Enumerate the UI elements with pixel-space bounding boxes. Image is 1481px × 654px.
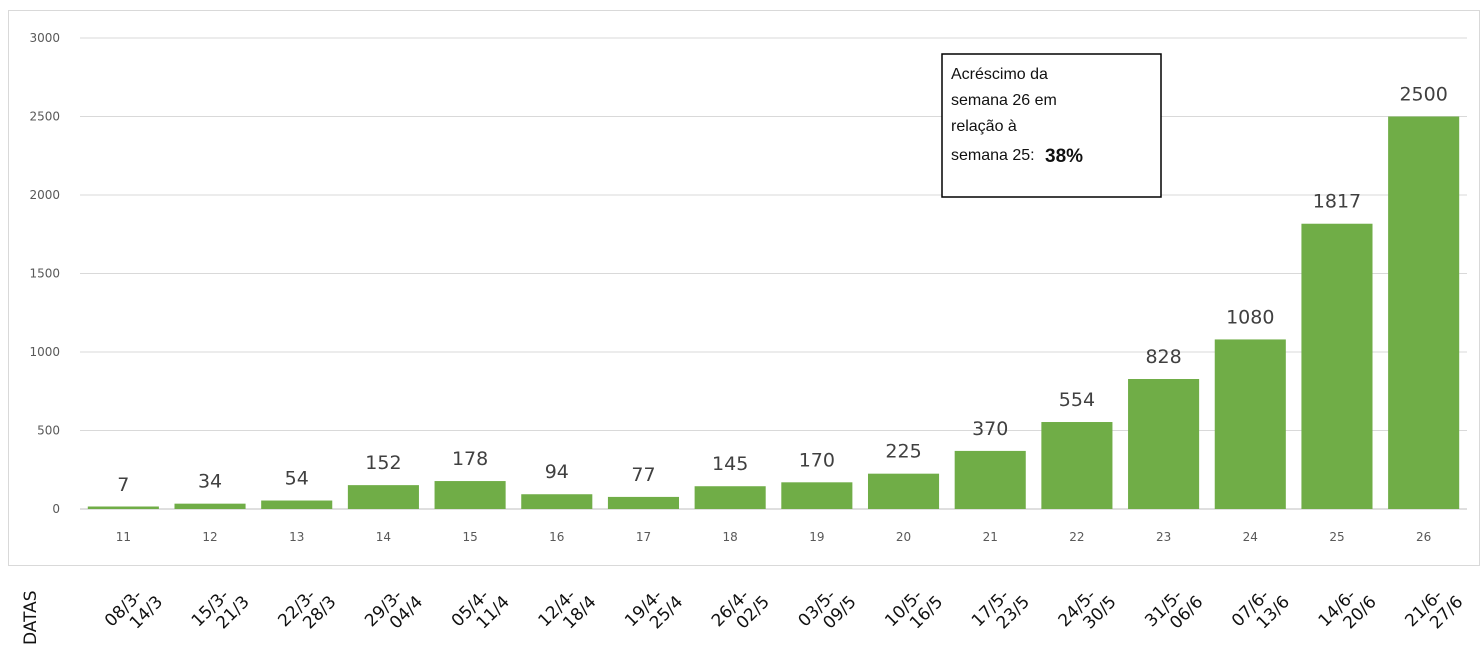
x-tick-label: 22 — [1069, 530, 1084, 544]
value-label: 170 — [799, 449, 835, 471]
x-tick-label: 15 — [462, 530, 477, 544]
value-label: 7 — [117, 474, 129, 496]
x-tick-label: 11 — [116, 530, 131, 544]
value-label: 225 — [885, 441, 921, 463]
date-label: 31/5-06/6 — [1141, 586, 1207, 634]
x-axis-ticks: 11 12 13 14 15 16 17 18 19 20 21 22 23 24 25 26 — [116, 530, 1432, 544]
bar — [1041, 422, 1113, 509]
date-label: 10/5-16/5 — [881, 586, 947, 634]
value-labels: 7 34 54 152 178 94 77 145 170 225 370 554 828 1080 181… — [117, 84, 1448, 497]
x-tick-label: 14 — [376, 530, 391, 544]
x-tick-label: 12 — [202, 530, 217, 544]
y-tick-label: 500 — [37, 424, 60, 438]
value-label: 828 — [1145, 346, 1181, 368]
annotation-box: Acréscimo da semana 26 em relação à sema… — [941, 53, 1162, 198]
date-label: 24/5-30/5 — [1055, 586, 1121, 634]
date-label: 26/4-02/5 — [708, 586, 774, 634]
date-label: 21/6-27/6 — [1401, 586, 1467, 634]
bar — [954, 450, 1026, 509]
y-axis-ticks: 0 500 1000 1500 2000 2500 3000 — [29, 31, 60, 516]
bar — [867, 473, 940, 509]
bar — [1301, 223, 1373, 509]
bar — [694, 486, 766, 509]
date-label: 05/4-11/4 — [448, 586, 514, 634]
date-label: 03/5-09/5 — [795, 586, 861, 634]
x-tick-label: 16 — [549, 530, 564, 544]
value-label: 34 — [198, 471, 222, 493]
value-label: 2500 — [1399, 84, 1447, 106]
x-tick-label: 26 — [1416, 530, 1431, 544]
annotation-value: 38% — [1045, 146, 1083, 167]
bar — [261, 500, 333, 509]
date-label: 07/6-13/6 — [1228, 586, 1294, 634]
bars — [87, 116, 1460, 509]
x-tick-label: 18 — [723, 530, 738, 544]
date-label: 08/3-14/3 — [101, 586, 167, 634]
value-label: 77 — [631, 464, 655, 486]
x-tick-label: 17 — [636, 530, 651, 544]
date-label: 12/4-18/4 — [535, 586, 601, 634]
annotation-line-2: semana 26 em — [951, 92, 1057, 109]
bar — [434, 481, 506, 509]
chart-frame — [8, 10, 1480, 566]
bar — [1214, 339, 1286, 509]
y-tick-label: 2500 — [29, 110, 60, 124]
annotation-line-4: semana 25: — [951, 147, 1035, 164]
bar — [347, 485, 419, 509]
value-label: 145 — [712, 453, 748, 475]
x-tick-label: 24 — [1243, 530, 1258, 544]
value-label: 370 — [972, 418, 1008, 440]
x-axis-title: DATAS — [21, 590, 41, 645]
value-label: 1080 — [1226, 306, 1274, 328]
date-label: 14/6-20/6 — [1315, 586, 1381, 634]
bar — [781, 482, 853, 509]
y-tick-label: 2000 — [29, 188, 60, 202]
date-label: 29/3-04/4 — [361, 586, 427, 634]
y-tick-label: 3000 — [29, 31, 60, 45]
date-label: 22/3-28/3 — [274, 586, 340, 634]
annotation-line-3: relação à — [951, 118, 1017, 135]
date-labels: 08/3-14/3 15/3-21/3 22/3-28/3 29/3-04/4 05/4… — [101, 586, 1467, 634]
x-tick-label: 21 — [983, 530, 998, 544]
y-tick-label: 1500 — [29, 267, 60, 281]
x-tick-label: 25 — [1329, 530, 1344, 544]
annotation-line-1: Acréscimo da — [951, 66, 1048, 83]
bar — [174, 503, 246, 509]
value-label: 178 — [452, 448, 488, 470]
value-label: 1817 — [1313, 191, 1361, 213]
x-tick-label: 13 — [289, 530, 304, 544]
x-tick-label: 20 — [896, 530, 911, 544]
value-label: 54 — [285, 468, 309, 490]
x-tick-label: 19 — [809, 530, 824, 544]
date-label: 19/4-25/4 — [621, 586, 687, 634]
bar — [1128, 379, 1200, 509]
value-label: 554 — [1059, 389, 1095, 411]
value-label: 94 — [545, 461, 569, 483]
bar — [1388, 116, 1460, 509]
bar — [607, 496, 680, 509]
x-tick-label: 23 — [1156, 530, 1171, 544]
date-label: 17/5-23/5 — [968, 586, 1034, 634]
bar — [87, 506, 159, 509]
value-label: 152 — [365, 452, 401, 474]
y-tick-label: 1000 — [29, 345, 60, 359]
date-label: 15/3-21/3 — [188, 586, 254, 634]
y-tick-label: 0 — [52, 502, 60, 516]
bar — [521, 494, 593, 509]
